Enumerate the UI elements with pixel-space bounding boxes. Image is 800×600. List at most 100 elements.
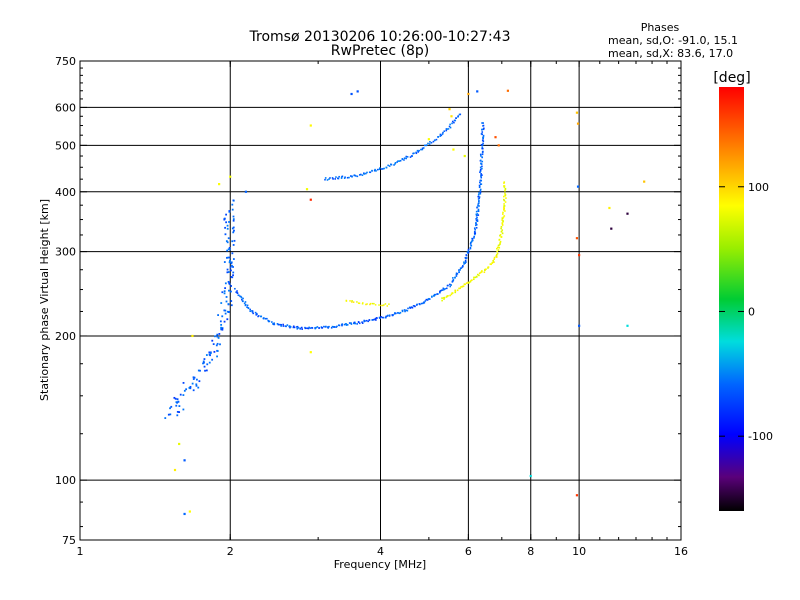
trace-point <box>337 324 340 326</box>
trace-point <box>420 148 422 151</box>
trace-point <box>352 301 355 303</box>
scatter-point <box>178 442 181 446</box>
trace-point <box>414 305 416 308</box>
trace-point <box>228 289 230 292</box>
trace-point <box>309 327 312 329</box>
trace-point <box>373 318 375 321</box>
trace-point <box>228 283 231 285</box>
trace-point <box>454 291 457 294</box>
trace-point <box>226 318 229 321</box>
trace-point <box>464 259 467 262</box>
trace-point <box>479 170 482 173</box>
trace-point <box>381 168 383 170</box>
trace-point <box>475 210 478 213</box>
trace-point <box>170 405 173 408</box>
trace-point <box>231 276 234 279</box>
trace-point <box>476 213 479 215</box>
trace-point <box>456 273 459 275</box>
trace-point <box>440 134 443 137</box>
trace-point <box>480 175 482 178</box>
trace-point <box>359 173 362 176</box>
trace-point <box>314 327 317 330</box>
colorbar-tick-label: 0 <box>748 305 755 318</box>
trace-point <box>474 276 477 279</box>
trace-point <box>204 369 206 372</box>
trace-point <box>458 287 460 290</box>
trace-point <box>500 236 503 238</box>
trace-point <box>228 261 231 264</box>
trace-point <box>425 298 428 301</box>
trace-point <box>435 138 438 141</box>
trace-point <box>383 304 385 306</box>
trace-point <box>257 315 260 317</box>
trace-point <box>479 192 482 195</box>
colorbar-tick-label: -100 <box>748 430 773 443</box>
trace-point <box>363 173 366 175</box>
trace-point <box>239 295 241 298</box>
trace-point <box>230 262 233 265</box>
trace-point <box>495 254 498 256</box>
trace-point <box>376 168 379 171</box>
trace-point <box>205 354 208 356</box>
trace-point <box>461 266 464 268</box>
trace-point <box>501 224 504 226</box>
trace-point <box>228 221 230 223</box>
trace-point <box>456 289 459 292</box>
trace-point <box>295 326 298 328</box>
trace-point <box>482 122 484 124</box>
trace-point <box>366 303 368 305</box>
trace-point <box>455 275 458 277</box>
trace-point <box>470 279 472 282</box>
trace-point <box>430 141 433 144</box>
trace-point <box>323 325 325 328</box>
trace-point <box>444 288 446 290</box>
trace-point <box>480 143 483 146</box>
trace-point <box>469 247 472 250</box>
trace-point <box>464 262 466 264</box>
trace-point <box>395 312 397 315</box>
trace-point <box>198 380 201 383</box>
trace-point <box>267 319 269 322</box>
trace-point <box>409 307 412 309</box>
trace-point <box>477 209 480 212</box>
scatter-point <box>467 92 470 96</box>
trace-point <box>343 323 346 326</box>
trace-point <box>482 150 484 153</box>
trace-point <box>502 220 504 223</box>
trace-point <box>242 297 244 300</box>
trace-point <box>263 317 265 320</box>
trace-point <box>378 168 381 171</box>
scatter-point <box>576 122 580 125</box>
trace-point <box>231 208 234 211</box>
trace-point <box>503 181 506 183</box>
trace-point <box>503 207 505 209</box>
trace-point <box>403 309 406 311</box>
trace-point <box>501 222 504 224</box>
trace-point <box>479 189 482 192</box>
trace-point <box>221 291 224 294</box>
trace-point <box>249 310 252 313</box>
x-tick-label: 4 <box>377 545 384 558</box>
trace-point <box>478 197 481 199</box>
trace-point <box>415 152 418 155</box>
trace-point <box>451 292 454 294</box>
x-tick-label: 16 <box>674 545 688 558</box>
trace-point <box>482 140 485 142</box>
trace-point <box>403 159 405 161</box>
trace-point <box>304 327 307 330</box>
trace-point <box>203 361 205 364</box>
trace-point <box>394 163 396 165</box>
scatter-point <box>427 138 430 141</box>
trace-point <box>490 263 492 266</box>
trace-point <box>247 307 250 309</box>
trace-point <box>221 315 224 318</box>
trace-point <box>458 271 460 274</box>
trace-point <box>223 320 226 323</box>
trace-point <box>174 397 177 400</box>
trace-point <box>477 208 480 211</box>
trace-point <box>188 386 191 389</box>
trace-point <box>475 213 478 216</box>
trace-point <box>478 205 480 207</box>
y-tick-label: 500 <box>55 139 76 152</box>
trace-point <box>334 178 337 180</box>
